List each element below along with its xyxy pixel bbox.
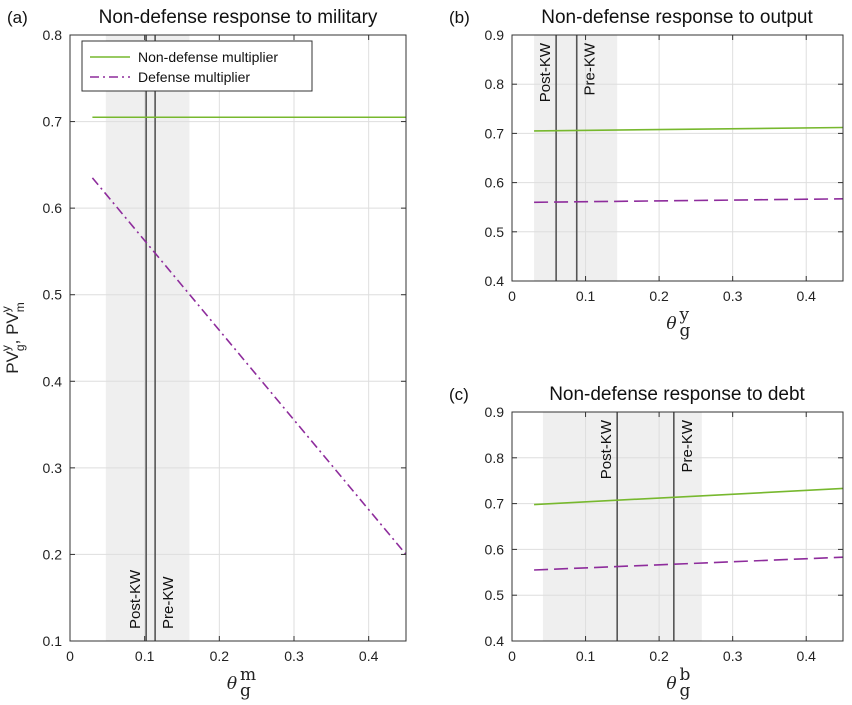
x-tick-label: 0.2 (649, 288, 669, 304)
x-axis-label-sup: y (679, 305, 690, 325)
vline-label-pre-kw: Pre-KW (582, 42, 599, 95)
x-axis-label-sup: b (680, 665, 691, 685)
x-tick-label: 0.4 (359, 648, 379, 664)
legend-box (81, 40, 313, 92)
x-tick-label: 0.1 (576, 648, 596, 664)
y-tick-label: 0.4 (485, 273, 505, 289)
x-tick-label: 0.2 (210, 648, 230, 664)
y-tick-label: 0.7 (43, 114, 63, 130)
y-tick-label: 0.7 (485, 496, 505, 512)
y-tick-label: 0.6 (485, 541, 505, 557)
panel-label: (a) (7, 8, 28, 27)
shaded-band (105, 35, 190, 641)
x-tick-label: 0.2 (649, 648, 669, 664)
x-axis-label: θ (227, 674, 237, 694)
panel-label: (c) (449, 385, 469, 404)
y-axis-label-part: PV (3, 350, 22, 373)
x-tick-label: 0.4 (796, 288, 816, 304)
x-axis-label: θ (666, 314, 676, 334)
x-axis-label-sub: g (240, 681, 251, 701)
y-axis-label-part: g (13, 344, 27, 351)
x-tick-label: 0.1 (135, 648, 155, 664)
y-tick-label: 0.6 (43, 200, 63, 216)
x-axis-label-sub: g (680, 681, 691, 701)
vline-label-pre-kw: Pre-KW (160, 576, 177, 629)
y-axis-label-part: , PV (3, 312, 22, 345)
y-tick-label: 0.9 (485, 27, 505, 43)
panel-title: Non-defense response to output (541, 7, 813, 28)
y-tick-label: 0.8 (485, 76, 505, 92)
panel-title: Non-defense response to debt (549, 384, 805, 405)
series-non-defense-multiplier (534, 126, 844, 132)
x-axis-label: θ (666, 674, 676, 694)
axes-frame (511, 411, 844, 642)
panel-label: (b) (449, 8, 470, 27)
x-tick-label: 0.4 (796, 648, 816, 664)
series-defense-multiplier (91, 177, 407, 555)
x-tick-label: 0.3 (723, 648, 743, 664)
x-tick-label: 0 (508, 288, 516, 304)
series-defense-multiplier (534, 556, 844, 571)
panel-title: Non-defense response to military (99, 7, 378, 28)
series-non-defense-multiplier (534, 487, 844, 506)
axes-frame (69, 34, 407, 642)
vline-label-pre-kw: Pre-KW (679, 419, 696, 472)
y-tick-label: 0.4 (43, 373, 63, 389)
legend: Non-defense multiplier Defense multiplier (81, 40, 313, 92)
vline-label-post-kw: Post-KW (598, 419, 615, 479)
x-tick-label: 0.3 (284, 648, 304, 664)
panel-c: Post-KW Pre-KW 0 0.1 0.2 0.3 0.4 0.4 0.5 0.6 0.7 0.… (449, 384, 844, 701)
y-tick-label: 0.2 (43, 546, 63, 562)
y-tick-label: 0.8 (485, 450, 505, 466)
x-axis-label-sub: g (680, 321, 691, 341)
vline-label-post-kw: Post-KW (127, 569, 144, 629)
x-tick-label: 0 (66, 648, 74, 664)
axes-frame (511, 34, 844, 282)
series-defense-multiplier (534, 198, 844, 204)
panel-b: Post-KW Pre-KW 0 0.1 0.2 0.3 0.4 0.4 0.5 0.6 0.7 0.… (449, 7, 844, 341)
y-axis-label: PVyg, PVym (0, 302, 27, 374)
y-tick-label: 0.4 (485, 633, 505, 649)
legend-entry: Non-defense multiplier (138, 49, 278, 65)
y-tick-label: 0.7 (485, 125, 505, 141)
x-tick-label: 0.3 (723, 288, 743, 304)
x-axis-label-sup: m (240, 665, 256, 685)
y-tick-label: 0.5 (485, 587, 505, 603)
y-tick-label: 0.1 (43, 633, 63, 649)
y-axis-label-part: y (0, 306, 13, 312)
y-tick-label: 0.9 (485, 404, 505, 420)
y-tick-label: 0.5 (485, 224, 505, 240)
legend-entry: Defense multiplier (138, 69, 250, 85)
y-tick-label: 0.3 (43, 460, 63, 476)
panel-a: Post-KW Pre-KW0 0.1 0.2 0.3 0.40.10.20.30.40.… (0, 7, 407, 701)
x-tick-label: 0.1 (576, 288, 596, 304)
y-axis-label-part: y (0, 345, 13, 351)
vline-label-post-kw: Post-KW (537, 42, 554, 102)
y-tick-label: 0.5 (43, 287, 63, 303)
shaded-band (534, 35, 618, 281)
y-tick-label: 0.6 (485, 175, 505, 191)
x-tick-label: 0 (508, 648, 516, 664)
y-tick-label: 0.8 (43, 27, 63, 43)
y-axis-label-part: m (13, 302, 27, 312)
shaded-band (542, 412, 702, 641)
